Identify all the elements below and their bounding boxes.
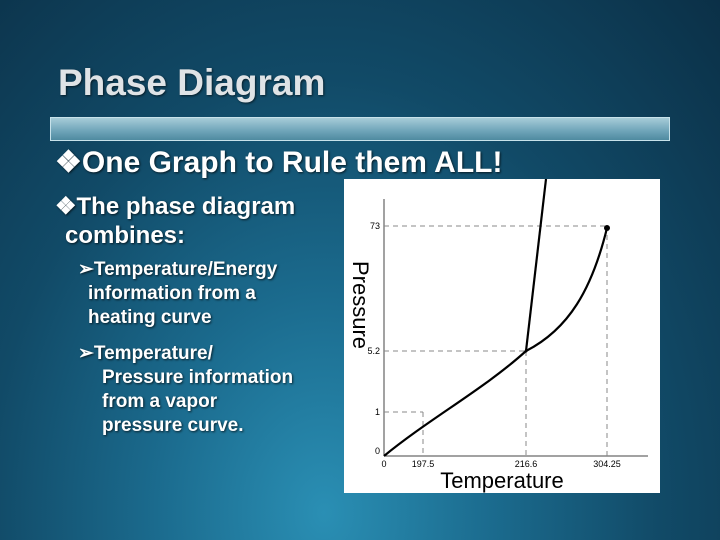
y-tick-label: 1 [375,407,380,417]
title-underline-bar [50,117,670,141]
sub-bullet-text-line: Pressure information [102,367,294,388]
sub-bullet-text-line: from a vapor [102,391,218,412]
sublimation-curve [383,350,527,457]
slide-title: Phase Diagram [58,62,326,103]
x-tick-label: 216.6 [515,459,538,469]
phase-diagram-chart: 0 197.5 216.6 304.25 0 1 5.2 73 [367,179,648,469]
bullet-text-line: The phase diagram [76,193,296,220]
sub-bullet-heating-curve: ➢Temperature/Energy information from a h… [78,258,338,330]
melting-curve [524,179,548,352]
bullet-phase-diagram-combines: ❖The phase diagram combines: [55,192,345,250]
y-axis-label-wrapper: Pressure [343,248,377,362]
bullet-text-line: combines: [65,222,186,249]
y-tick-label: 5.2 [367,346,380,356]
arrow-bullet-icon: ➢ [78,343,94,364]
y-tick-label: 0 [375,446,380,456]
sub-bullet-text-line: information from a [88,283,256,304]
phase-diagram-figure: 0 197.5 216.6 304.25 0 1 5.2 73 [344,179,660,493]
sub-bullet-text-line: pressure curve. [102,415,244,436]
sub-bullet-vapor-pressure: ➢Temperature/ Pressure information from … [78,342,338,438]
critical-point-marker [604,225,610,231]
sub-bullet-text-line: heating curve [88,307,212,328]
y-tick-label: 73 [370,221,380,231]
diamond-bullet-icon: ❖ [55,193,77,220]
x-tick-label: 197.5 [412,459,435,469]
arrow-bullet-icon: ➢ [78,259,94,280]
diamond-bullet-icon: ❖ [55,146,82,179]
bullet-one-graph: ❖One Graph to Rule them ALL! [55,145,502,180]
sub-bullet-text-line: Temperature/ [93,343,213,364]
x-tick-label: 304.25 [593,459,621,469]
sub-bullet-text-line: Temperature/Energy [93,259,278,280]
x-axis-label: Temperature [440,468,564,493]
x-tick-label: 0 [381,459,386,469]
y-axis-label: Pressure [348,260,374,350]
triple-point-marker [524,349,528,353]
vaporization-curve [525,227,609,352]
bullet-text: One Graph to Rule them ALL! [81,146,503,179]
